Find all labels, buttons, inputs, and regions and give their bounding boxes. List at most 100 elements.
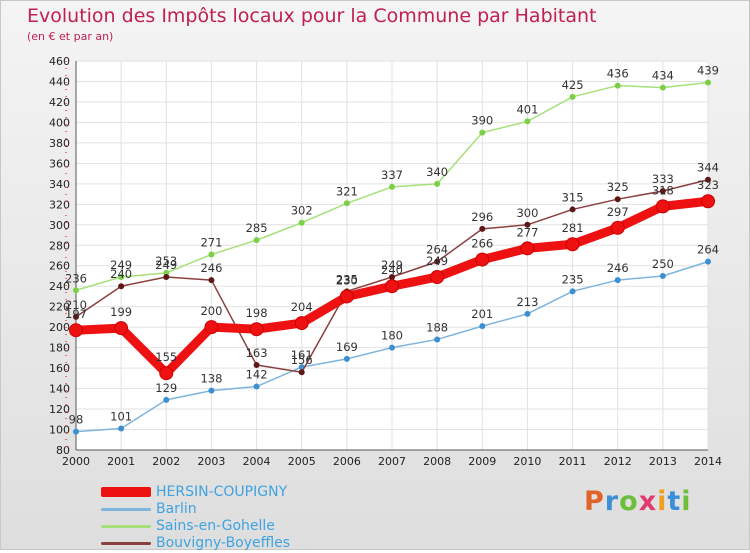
data-point	[118, 425, 125, 432]
data-label: 333	[652, 172, 674, 186]
data-label: 321	[336, 184, 358, 198]
legend: HERSIN-COUPIGNY Barlin Sains-en-Gohelle …	[101, 485, 290, 553]
logo-letter: P	[584, 486, 605, 517]
data-point	[339, 289, 354, 304]
data-label: 344	[697, 161, 719, 175]
data-label: 337	[381, 168, 403, 182]
data-label: 200	[200, 304, 222, 318]
legend-item-bouvigny: Bouvigny-Boyeffles	[101, 536, 290, 553]
data-label: 277	[516, 225, 538, 239]
x-tick-label: 2011	[559, 455, 587, 468]
data-label: 250	[652, 257, 674, 271]
data-label: 323	[697, 178, 719, 192]
data-point	[659, 272, 666, 279]
data-label: 439	[697, 63, 719, 77]
data-point	[659, 188, 666, 195]
data-point	[73, 313, 79, 320]
data-label: 236	[65, 271, 87, 285]
data-label: 235	[562, 272, 584, 286]
data-point	[249, 322, 264, 337]
legend-label-hersin: HERSIN-COUPIGNY	[156, 484, 288, 500]
y-tick-label: 260	[49, 260, 70, 273]
data-label: 297	[607, 205, 629, 219]
y-tick-label: 200	[49, 321, 70, 334]
data-point	[524, 118, 531, 125]
y-tick-label: 360	[49, 157, 70, 170]
legend-swatch-barlin	[101, 508, 151, 511]
data-label: 210	[65, 298, 87, 312]
chart-title: Evolution des Impôts locaux pour la Comm…	[27, 5, 597, 27]
data-point	[159, 366, 174, 381]
legend-swatch-sains	[101, 525, 151, 528]
data-point	[565, 237, 580, 252]
data-point	[479, 323, 486, 330]
legend-item-hersin: HERSIN-COUPIGNY	[101, 485, 290, 502]
data-label: 129	[155, 381, 177, 395]
data-point	[479, 225, 486, 232]
data-label: 163	[246, 346, 268, 360]
data-label: 138	[200, 372, 222, 386]
data-point	[253, 383, 260, 390]
data-point	[520, 241, 535, 256]
x-tick-label: 2003	[197, 455, 225, 468]
data-label: 315	[562, 190, 584, 204]
x-tick-label: 2013	[649, 455, 677, 468]
data-label: 156	[291, 353, 313, 367]
data-point	[389, 273, 395, 280]
data-label: 246	[200, 261, 222, 275]
data-label: 180	[381, 329, 403, 343]
data-point	[253, 237, 260, 244]
y-tick-label: 240	[49, 280, 70, 293]
logo-letter: t	[667, 486, 682, 517]
data-point	[294, 316, 309, 331]
y-tick-label: 280	[49, 239, 70, 252]
y-tick-label: 80	[56, 444, 70, 457]
data-point	[163, 396, 170, 403]
x-tick-label: 2009	[468, 455, 496, 468]
x-tick-label: 2000	[62, 455, 90, 468]
data-point	[298, 219, 305, 226]
logo-letter: x	[638, 486, 658, 517]
data-point	[343, 355, 350, 362]
logo-letter: i	[681, 486, 692, 517]
data-label: 285	[246, 221, 268, 235]
data-label: 249	[426, 254, 448, 268]
data-label: 204	[291, 300, 313, 314]
data-point	[655, 199, 670, 214]
legend-swatch-hersin	[101, 487, 151, 497]
data-point	[298, 369, 305, 376]
y-tick-label: 120	[49, 403, 70, 416]
data-label: 201	[471, 307, 493, 321]
data-label: 246	[607, 261, 629, 275]
data-point	[569, 93, 576, 100]
data-label: 264	[426, 243, 448, 257]
data-point	[389, 344, 395, 351]
logo-letter: r	[604, 486, 620, 517]
y-tick-label: 320	[49, 198, 70, 211]
data-point	[524, 221, 531, 228]
data-point	[569, 206, 576, 213]
data-point	[614, 277, 621, 284]
data-label: 142	[246, 368, 268, 382]
x-tick-label: 2010	[513, 455, 541, 468]
data-label: 401	[516, 102, 538, 116]
data-label: 436	[607, 67, 629, 81]
data-point	[208, 277, 215, 284]
data-label: 230	[336, 273, 358, 287]
data-label: 188	[426, 320, 448, 334]
data-point	[701, 194, 715, 209]
data-point	[659, 84, 666, 91]
legend-swatch-bouvigny	[101, 542, 151, 545]
x-tick-label: 2004	[243, 455, 271, 468]
data-point	[114, 321, 129, 336]
data-point	[434, 258, 441, 265]
y-tick-label: 220	[49, 301, 70, 314]
data-label: 169	[336, 340, 358, 354]
data-label: 302	[291, 204, 313, 218]
data-point	[524, 310, 531, 317]
x-tick-label: 2012	[604, 455, 632, 468]
data-label: 266	[471, 237, 493, 251]
y-tick-label: 440	[49, 75, 70, 88]
